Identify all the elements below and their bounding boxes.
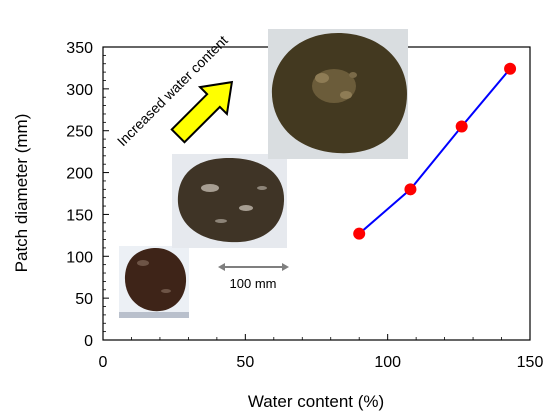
data-point [455, 120, 468, 133]
y-tick-label: 100 [66, 249, 93, 266]
data-point [404, 183, 417, 196]
x-axis-label: Water content (%) [248, 392, 384, 411]
scale-bar [218, 263, 289, 271]
x-tick-label: 0 [99, 354, 108, 371]
data-point [504, 62, 517, 75]
x-tick-label: 50 [236, 354, 254, 371]
photo-large-patch [268, 29, 408, 159]
x-tick-label: 100 [374, 354, 401, 371]
series-line [358, 68, 511, 235]
y-tick-label: 350 [66, 40, 93, 57]
series-layer [353, 62, 517, 240]
photo-medium-patch [172, 154, 287, 248]
y-tick-label: 200 [66, 166, 93, 183]
y-tick-label: 300 [66, 82, 93, 99]
increase-arrow [170, 80, 234, 144]
x-axis: 0 50 100 150 [99, 334, 544, 371]
y-tick-label: 150 [66, 207, 93, 224]
y-tick-label: 50 [75, 291, 93, 308]
y-axis: 0 50 100 150 200 250 300 350 [66, 40, 109, 350]
y-axis-label: Patch diameter (mm) [12, 114, 31, 273]
photo-small-patch [119, 246, 189, 318]
data-point [353, 227, 366, 240]
x-tick-label: 150 [517, 354, 544, 371]
y-tick-label: 250 [66, 124, 93, 141]
scale-bar-text: 100 mm [230, 276, 277, 291]
y-tick-label: 0 [84, 333, 93, 350]
